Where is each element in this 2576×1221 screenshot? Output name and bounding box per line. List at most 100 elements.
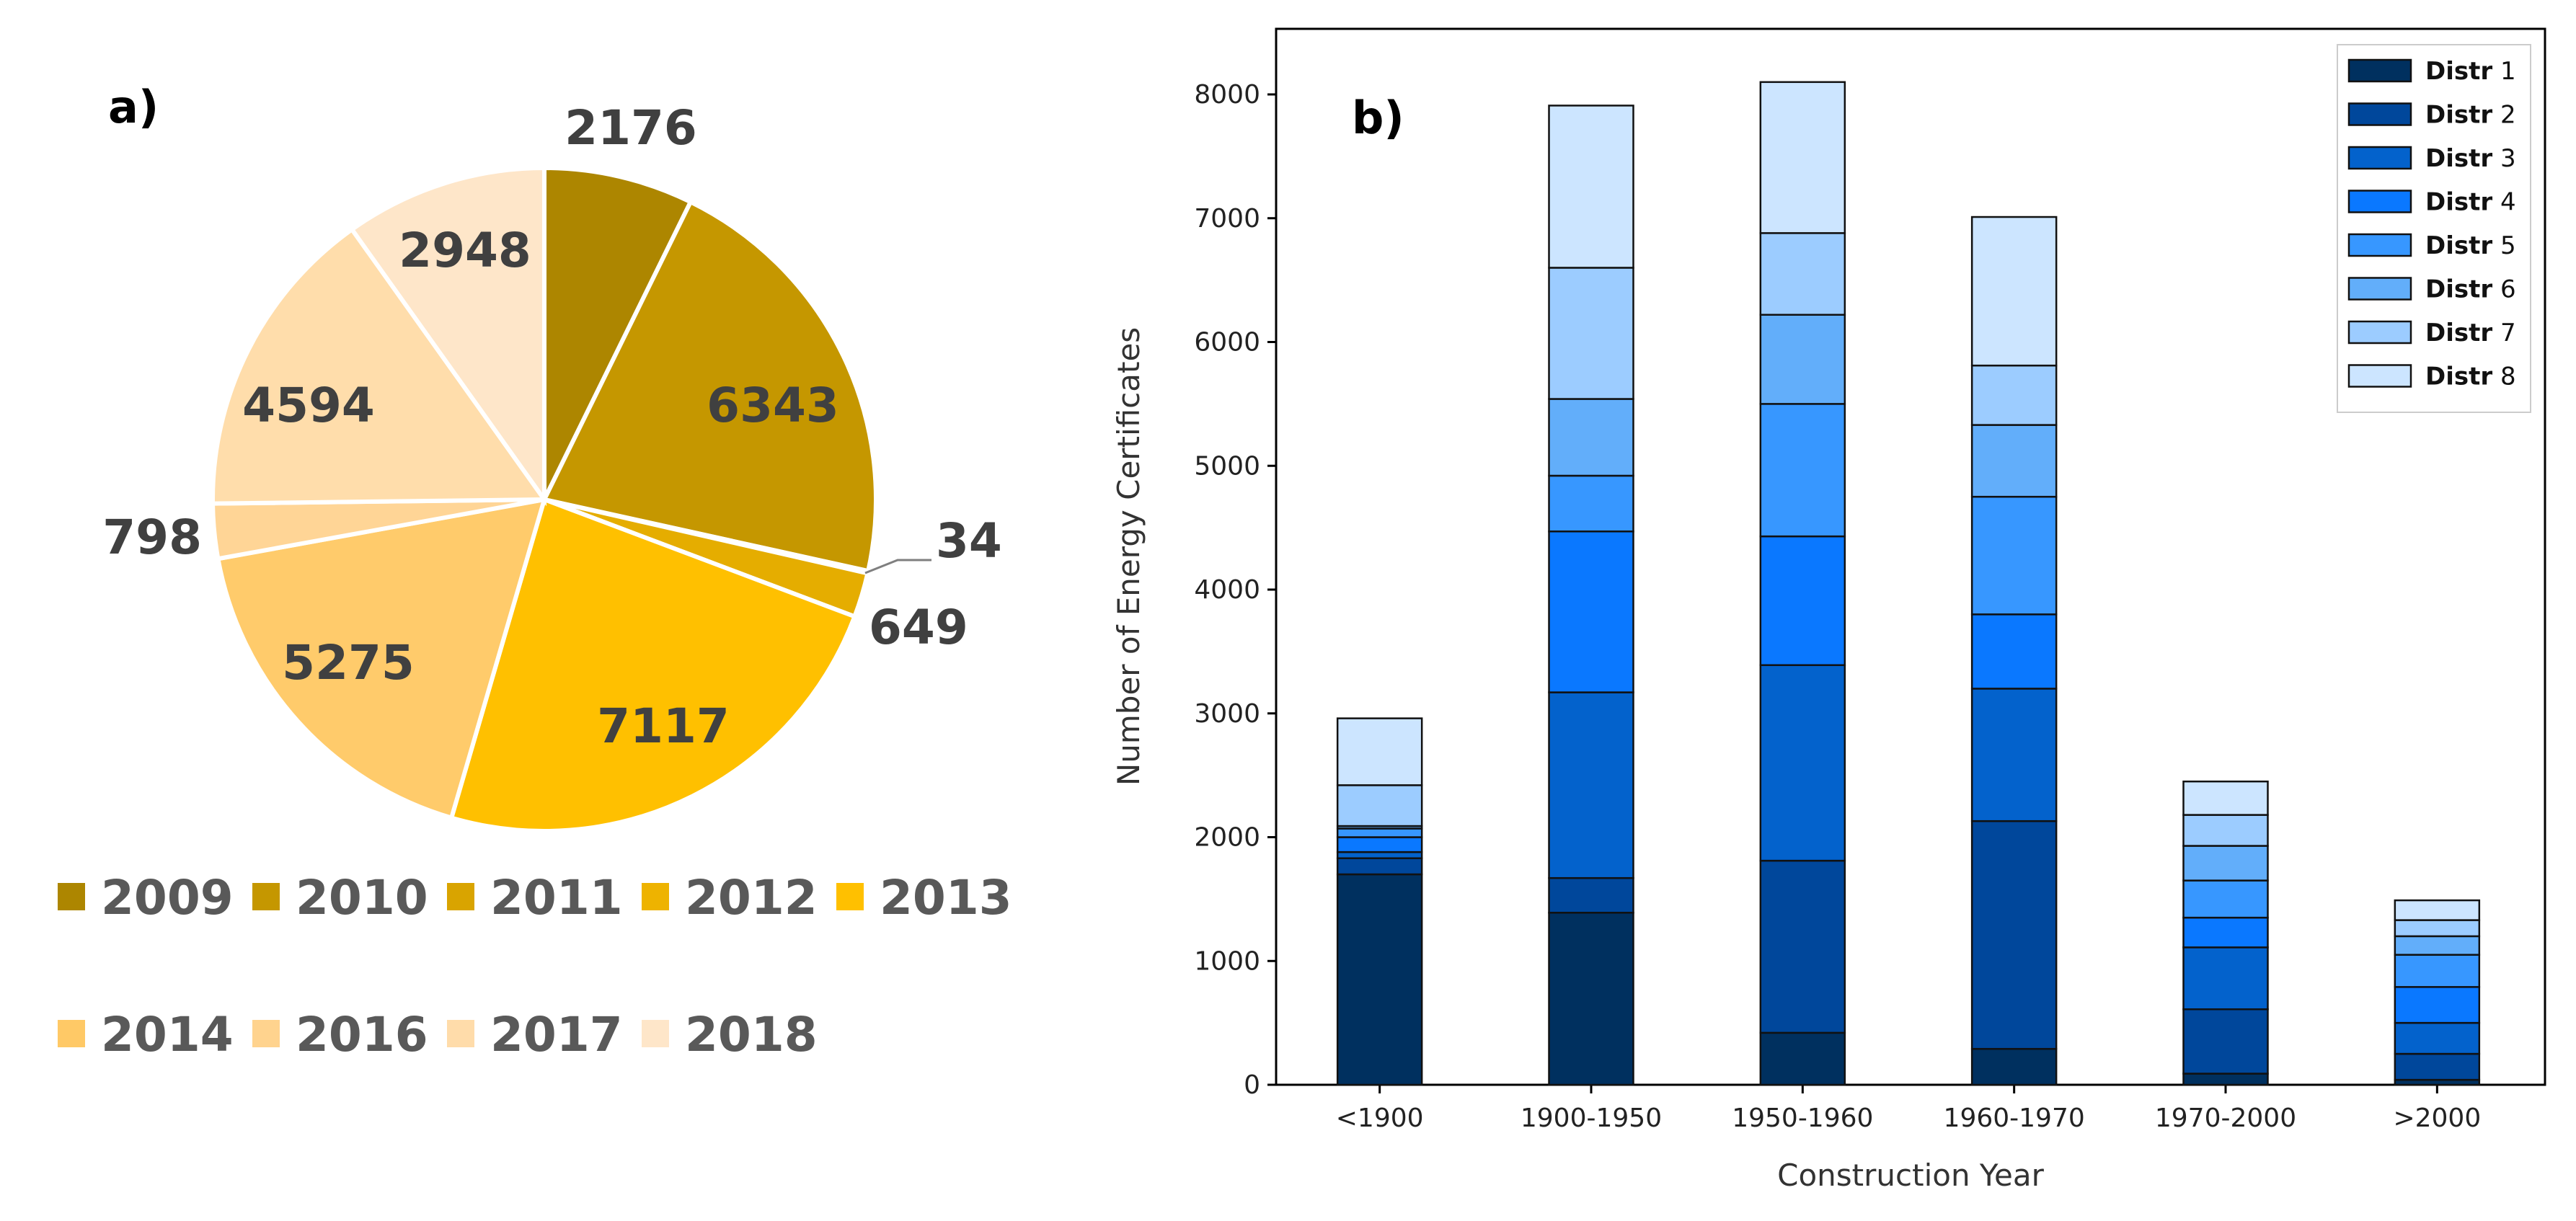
- x-tick-label: 1950-1960: [1732, 1104, 1873, 1133]
- x-axis-title: Construction Year: [1777, 1158, 2044, 1193]
- plot-area: [1275, 27, 2546, 1086]
- bar-legend: Distr 1 Distr 2 Distr 3 Distr 4 Distr 5 Distr…: [2337, 44, 2531, 413]
- y-tick-label: 5000: [1194, 451, 1260, 481]
- panel-label-a: a): [108, 81, 159, 133]
- bar-segment-1: [2182, 1073, 2269, 1086]
- bar-segment-5: [1548, 474, 1634, 533]
- pie-legend-swatch-2011: [447, 883, 474, 910]
- bar-segment-7: [1970, 364, 2058, 426]
- bar-segment-2: [1548, 876, 1634, 914]
- bar-segment-6: [2182, 845, 2269, 882]
- x-tick-label: 1900-1950: [1521, 1104, 1662, 1133]
- legend-swatch-4: [2347, 190, 2412, 213]
- pie-legend-swatch-2012: [642, 883, 669, 910]
- bar-segment-8: [2394, 899, 2481, 921]
- pie-slice-2018: [348, 165, 546, 507]
- pie-legend-swatch-2018: [642, 1020, 669, 1047]
- bar-segment-6: [1548, 398, 1634, 477]
- legend-swatch-3: [2347, 146, 2412, 170]
- bar-segment-8: [1336, 717, 1423, 786]
- pie-slice-2017: [211, 226, 549, 506]
- pie-label-2018: 2948: [399, 223, 531, 278]
- bar-segment-5: [1970, 495, 2058, 616]
- x-tick-label: >2000: [2393, 1104, 2481, 1133]
- bar-segment-2: [2182, 1008, 2269, 1075]
- pie-legend-label-2014: 2014: [101, 1007, 234, 1062]
- bar-segment-2: [2394, 1052, 2481, 1081]
- legend-entry-1: Distr 1: [2425, 57, 2516, 86]
- pie-slice-2013: [448, 497, 858, 833]
- bar-segment-6: [1759, 314, 1846, 405]
- bar-segment-4: [2182, 916, 2269, 949]
- bar-segment-7: [1336, 784, 1423, 827]
- legend-swatch-8: [2347, 364, 2412, 388]
- bar-segment-4: [1759, 535, 1846, 667]
- bar-segment-7: [2394, 919, 2481, 938]
- y-tick-label: 8000: [1194, 80, 1260, 110]
- bar-segment-4: [2394, 986, 2481, 1024]
- pie-slice-2010: [541, 199, 878, 574]
- x-tick-label: 1970-2000: [2155, 1104, 2296, 1133]
- pie-legend-label-2011: 2011: [490, 870, 623, 925]
- y-tick-label: 7000: [1194, 204, 1260, 234]
- legend-entry-6: Distr 6: [2425, 275, 2516, 304]
- bar-panel: b) 0 1000 2000 3000 4000 5000 6000 7000 8000 <19…: [1111, 27, 2546, 1193]
- pie-legend-label-2009: 2009: [101, 870, 234, 925]
- pie-legend-swatch-2017: [447, 1020, 474, 1047]
- bar-segment-1: [1970, 1047, 2058, 1086]
- bar-segment-4: [1336, 836, 1423, 853]
- pie-legend-label-2012: 2012: [685, 870, 818, 925]
- legend-entry-8: Distr 8: [2425, 363, 2516, 391]
- pie-leader-line-2011: [864, 559, 931, 574]
- bar-segment-3: [2182, 946, 2269, 1011]
- pie-slices: [210, 165, 878, 833]
- y-tick-label: 3000: [1194, 699, 1260, 729]
- bar-segment-5: [2182, 879, 2269, 919]
- y-tick-label: 2000: [1194, 823, 1260, 853]
- legend-swatch-6: [2347, 277, 2412, 301]
- bar-segment-3: [2394, 1021, 2481, 1055]
- bar-segment-3: [1548, 691, 1634, 879]
- legend-entry-5: Distr 5: [2425, 231, 2516, 260]
- pie-label-2011: 34: [936, 513, 1002, 569]
- pie-label-2010: 6343: [707, 378, 839, 433]
- pie-labels: 2176 6343 34 649 7117 5275 798 4594 2948: [102, 100, 1002, 754]
- pie-legend: 2009 2010 2011 2012 2013 2014 2016 2017 …: [58, 870, 1012, 1062]
- bar-segment-5: [1336, 827, 1423, 838]
- bar-segment-8: [1970, 216, 2058, 367]
- legend-entry-2: Distr 2: [2425, 101, 2516, 130]
- legend-entry-7: Distr 7: [2425, 319, 2516, 347]
- pie-legend-swatch-2013: [836, 883, 864, 910]
- pie-legend-label-2016: 2016: [296, 1007, 428, 1062]
- pie-legend-label-2017: 2017: [490, 1007, 623, 1062]
- pie-panel: a) 2176 6343 34 649 7117 5275 798 4594 2…: [58, 81, 1012, 1062]
- pie-legend-swatch-2016: [252, 1020, 280, 1047]
- bar-segment-3: [1970, 688, 2058, 822]
- pie-slice-2009: [542, 165, 694, 501]
- pie-label-2013: 7117: [597, 698, 730, 754]
- y-tick-label: 1000: [1194, 946, 1260, 976]
- legend-entry-4: Distr 4: [2425, 188, 2516, 217]
- bar-segment-8: [1759, 81, 1846, 234]
- pie-legend-label-2018: 2018: [685, 1007, 818, 1062]
- pie-label-2014: 5275: [282, 635, 415, 691]
- pie-legend-swatch-2010: [252, 883, 280, 910]
- bar-segment-2: [1336, 857, 1423, 876]
- y-tick-label: 6000: [1194, 328, 1260, 358]
- pie-legend-label-2010: 2010: [296, 870, 428, 925]
- pie-label-2016: 798: [102, 510, 202, 565]
- y-tick-label: 4000: [1194, 575, 1260, 605]
- bar-segment-7: [1548, 267, 1634, 400]
- bar-segment-5: [2394, 954, 2481, 988]
- pie-label-2012: 649: [869, 600, 968, 655]
- legend-entry-3: Distr 3: [2425, 144, 2516, 173]
- bar-segment-1: [1336, 873, 1423, 1086]
- bar-segment-8: [2182, 780, 2269, 816]
- legend-frame: [2337, 44, 2531, 413]
- bar-segment-2: [1970, 820, 2058, 1050]
- pie-label-2017: 4594: [242, 378, 375, 433]
- bar-segment-6: [1970, 424, 2058, 498]
- bar-segment-3: [1759, 664, 1846, 862]
- bar-segment-8: [1548, 105, 1634, 269]
